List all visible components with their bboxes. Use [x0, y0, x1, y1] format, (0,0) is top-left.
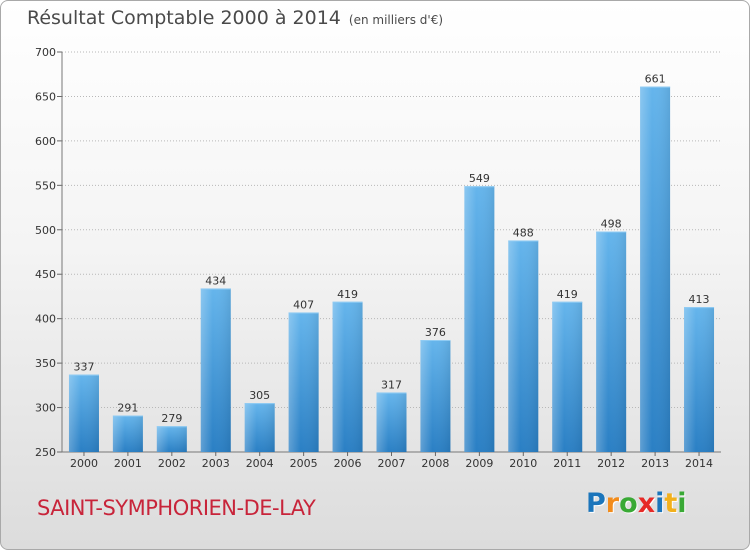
x-tick-label: 2002	[158, 457, 186, 470]
bars	[68, 86, 715, 453]
proxiti-logo[interactable]: Proxiti	[586, 488, 687, 519]
chart-title: Résultat Comptable 2000 à 2014 (en millie…	[27, 7, 443, 29]
x-tick-label: 2003	[202, 457, 230, 470]
chart-title-text: Résultat Comptable 2000 à 2014	[27, 7, 341, 29]
y-tick-label: 650	[35, 90, 56, 103]
y-tick-label: 300	[35, 402, 56, 415]
logo-letter: x	[637, 488, 656, 519]
data-label: 407	[293, 298, 314, 311]
data-label: 419	[337, 288, 358, 301]
y-tick-label: 700	[35, 46, 56, 59]
bar-sheen	[288, 312, 319, 452]
bar-sheen	[552, 301, 583, 452]
logo-letter: P	[586, 488, 606, 519]
x-tick-label: 2001	[114, 457, 142, 470]
data-label: 413	[689, 293, 710, 306]
bar-sheen	[200, 288, 231, 452]
bar-sheen	[244, 403, 275, 452]
x-tick-label: 2000	[70, 457, 98, 470]
data-label: 434	[205, 274, 226, 287]
bar-sheen	[332, 301, 363, 452]
bar-sheen	[420, 340, 451, 452]
x-tick-label: 2014	[685, 457, 713, 470]
data-label: 376	[425, 326, 446, 339]
x-tick-label: 2009	[465, 457, 493, 470]
x-tick-label: 2013	[641, 457, 669, 470]
data-label: 419	[557, 288, 578, 301]
y-tick-label: 450	[35, 268, 56, 281]
bar-sheen	[684, 307, 715, 452]
data-label: 279	[161, 412, 182, 425]
commune-name: SAINT-SYMPHORIEN-DE-LAY	[37, 496, 316, 520]
data-label: 337	[73, 361, 94, 374]
y-tick-label: 550	[35, 179, 56, 192]
chart-subtitle: (en milliers d'€)	[348, 13, 444, 27]
bar-sheen	[376, 392, 407, 452]
logo-letter: o	[619, 488, 638, 519]
y-tick-label: 500	[35, 224, 56, 237]
logo-letter: t	[664, 488, 678, 519]
x-tick-label: 2007	[378, 457, 406, 470]
x-tick-label: 2006	[334, 457, 362, 470]
x-tick-label: 2011	[553, 457, 581, 470]
logo-letter: i	[677, 488, 687, 519]
labels: 250 300 350 400 450 500 550 600 650 700 337 2000 291…	[35, 46, 713, 470]
bar-sheen	[640, 86, 671, 453]
x-tick-label: 2010	[509, 457, 537, 470]
x-tick-label: 2012	[597, 457, 625, 470]
bar-sheen	[596, 231, 627, 452]
bar-sheen	[112, 415, 143, 452]
x-tick-label: 2004	[246, 457, 274, 470]
bar-sheen	[68, 374, 99, 452]
bar-sheen	[156, 426, 187, 452]
data-label: 291	[117, 402, 138, 415]
logo-letter: i	[655, 488, 665, 519]
bar-sheen	[464, 186, 495, 452]
logo-letter: r	[605, 488, 620, 519]
data-label: 488	[513, 226, 534, 239]
data-label: 498	[601, 218, 622, 231]
y-tick-label: 600	[35, 135, 56, 148]
data-label: 549	[469, 172, 490, 185]
data-label: 661	[645, 73, 666, 86]
x-tick-label: 2008	[421, 457, 449, 470]
x-tick-label: 2005	[290, 457, 318, 470]
bar-sheen	[508, 240, 539, 452]
data-label: 317	[381, 378, 402, 391]
y-tick-label: 250	[35, 446, 56, 459]
data-label: 305	[249, 389, 270, 402]
y-tick-label: 350	[35, 357, 56, 370]
y-tick-label: 400	[35, 313, 56, 326]
